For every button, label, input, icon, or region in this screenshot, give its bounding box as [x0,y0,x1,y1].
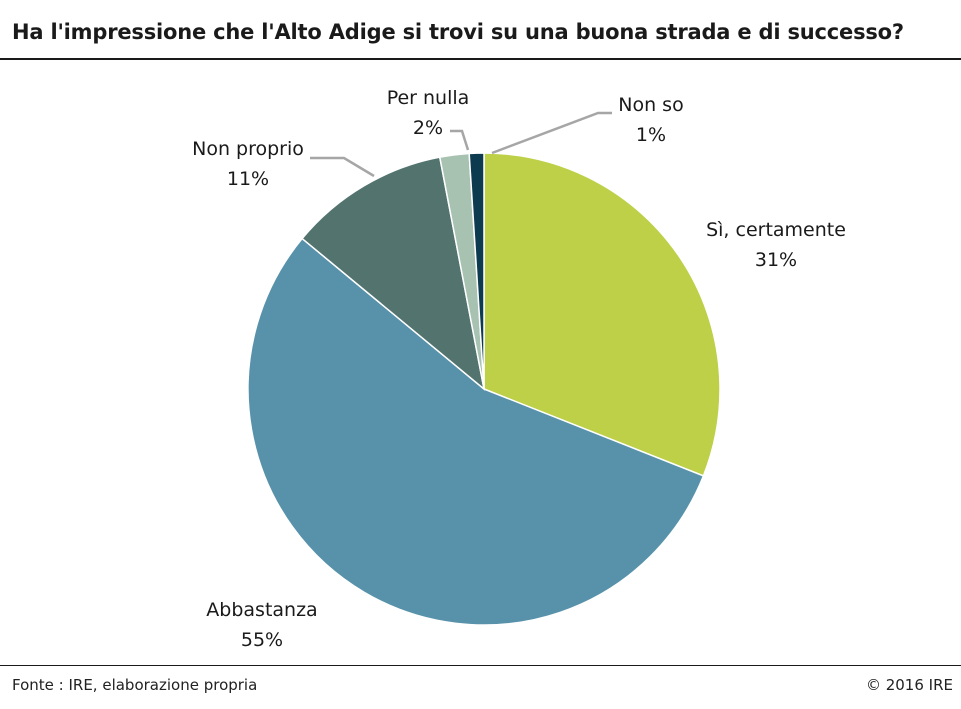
pie-slice-s-certamente [483,152,721,477]
slice-label-s-certamente: Sì, certamente [706,219,846,241]
title-divider [0,58,961,60]
slice-value-non-proprio: 11% [227,168,269,190]
leader-line-per-nulla [450,129,470,151]
pie-slice-abbastanza [247,237,705,626]
slice-value-abbastanza: 55% [241,629,283,651]
source-note: Fonte : IRE, elaborazione propria [12,676,258,694]
slice-value-non-so: 1% [636,124,666,146]
chart-title: Ha l'impressione che l'Alto Adige si tro… [12,20,904,44]
slice-label-non-proprio: Non proprio [192,138,304,160]
slice-label-per-nulla: Per nulla [387,87,470,109]
slice-value-per-nulla: 2% [413,117,443,139]
slice-label-abbastanza: Abbastanza [206,599,317,621]
footer-divider [0,665,961,666]
copyright-note: © 2016 IRE [865,676,953,694]
leader-line-non-so [491,111,612,155]
slice-value-s-certamente: 31% [755,249,797,271]
pie-slice-non-proprio [301,156,486,391]
slice-label-non-so: Non so [618,94,683,116]
pie-slice-non-so [468,152,485,390]
leader-line-non-proprio [310,156,375,178]
